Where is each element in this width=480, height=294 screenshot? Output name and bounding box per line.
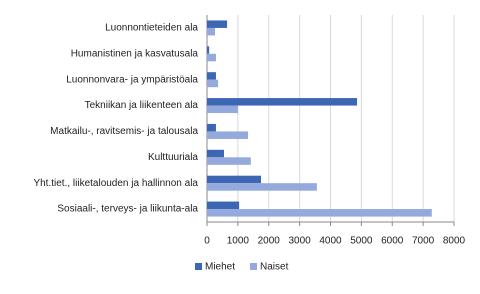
bar [207,98,358,106]
x-tick-label: 3000 [289,236,312,247]
bar [207,149,224,158]
bar [207,131,249,139]
bar [207,209,432,217]
legend-swatch [250,263,257,270]
bar [207,79,219,88]
bar [207,72,216,80]
x-tick-label: 1000 [227,236,250,247]
bar [207,46,210,54]
x-tick-label: 8000 [443,236,466,247]
bar [207,201,240,210]
bar [207,175,262,184]
bar [207,123,216,132]
legend-label: Miehet [205,262,235,273]
y-tick-label: Yht.tiet., liiketalouden ja hallinnon al… [33,178,198,189]
y-tick-label: Luonnonvara- ja ympäristöala [66,74,198,85]
legend-swatch [195,263,202,270]
bar [207,27,216,36]
y-tick-label: Luonnontieteiden ala [105,23,198,34]
bar [207,157,251,165]
y-tick-label: Tekniikan ja liikenteen ala [85,100,199,111]
bar [207,105,238,114]
y-tick-label: Matkailu-, ravitsemis- ja talousala [50,126,198,137]
legend-label: Naiset [260,262,289,273]
bar [207,183,317,191]
x-tick-label: 4000 [319,236,342,247]
x-tick-label: 7000 [412,236,435,247]
y-tick-label: Humanistinen ja kasvatusala [71,48,199,59]
x-tick-label: 2000 [258,236,281,247]
bar [207,53,216,62]
x-tick-label: 6000 [381,236,404,247]
bar [207,20,228,28]
x-tick-label: 5000 [350,236,373,247]
y-tick-label: Sosiaali-, terveys- ja liikunta-ala [57,204,198,215]
y-tick-label: Kulttuuriala [148,152,198,163]
x-tick-label: 0 [204,236,210,247]
